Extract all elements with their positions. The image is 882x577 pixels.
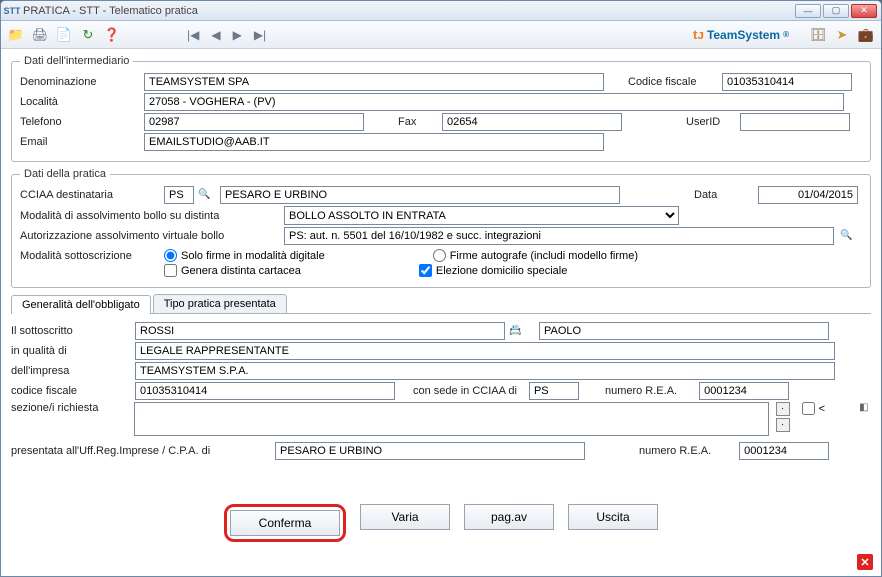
briefcase-icon[interactable]: 💼 xyxy=(857,26,875,44)
sede-label: con sede in CCIAA di xyxy=(413,385,517,397)
titlebar: STT PRATICA - STT - Telematico pratica —… xyxy=(1,1,881,21)
pratica-group: Dati della pratica CCIAA destinataria 🔍 … xyxy=(11,168,871,288)
record-nav: |◀ ◀ ▶ ▶| xyxy=(187,28,266,42)
cb-genera-cartacea[interactable]: Genera distinta cartacea xyxy=(164,264,301,277)
close-button[interactable]: ✕ xyxy=(851,4,877,18)
localita-label: Località xyxy=(20,96,140,108)
pagav-button[interactable]: pag.av xyxy=(464,504,554,530)
refresh-icon[interactable]: ↻ xyxy=(79,26,97,44)
close-panel-icon[interactable]: ✕ xyxy=(857,554,873,570)
userid-label: UserID xyxy=(686,116,736,128)
toolbar: 📁 🖨 📄 ↻ ❓ |◀ ◀ ▶ ▶| tᴊ TeamSystem® 🗄 ➤ 💼 xyxy=(1,21,881,49)
maximize-button[interactable]: ▢ xyxy=(823,4,849,18)
window-title: PRATICA - STT - Telematico pratica xyxy=(23,5,198,17)
cb-less-than[interactable]: < xyxy=(802,402,825,415)
telefono-field[interactable] xyxy=(144,113,364,131)
intermediario-legend: Dati dell'intermediario xyxy=(20,55,133,67)
window-buttons: — ▢ ✕ xyxy=(795,4,877,18)
localita-field[interactable] xyxy=(144,93,844,111)
fax-label: Fax xyxy=(398,116,438,128)
sezione-field[interactable] xyxy=(134,402,769,436)
qualita-label: in qualità di xyxy=(11,345,131,357)
pratica-legend: Dati della pratica xyxy=(20,168,110,180)
minimize-button[interactable]: — xyxy=(795,4,821,18)
tab-tipo-pratica[interactable]: Tipo pratica presentata xyxy=(153,294,287,313)
cf-label: codice fiscale xyxy=(11,385,131,397)
attach-icon[interactable]: ◧ xyxy=(859,402,871,414)
cf-field[interactable] xyxy=(135,382,395,400)
qualita-field[interactable] xyxy=(135,342,835,360)
sottoscr-label: Modalità sottoscrizione xyxy=(20,250,160,262)
varia-button[interactable]: Varia xyxy=(360,504,450,530)
content-area: Dati dell'intermediario Denominazione Co… xyxy=(1,49,881,576)
button-bar: Conferma Varia pag.av Uscita xyxy=(1,504,881,542)
data-field[interactable] xyxy=(758,186,858,204)
conferma-highlight: Conferma xyxy=(224,504,346,542)
codice-fiscale-field[interactable] xyxy=(722,73,852,91)
first-record-icon[interactable]: |◀ xyxy=(187,28,199,42)
presentata-label: presentata all'Uff.Reg.Imprese / C.P.A. … xyxy=(11,445,271,457)
app-icon: STT xyxy=(5,4,19,18)
sezione-label: sezione/i richiesta xyxy=(11,402,130,414)
telefono-label: Telefono xyxy=(20,116,140,128)
radio-autografe[interactable]: Firme autografe (includi modello firme) xyxy=(433,249,638,262)
cciaa-code-field[interactable] xyxy=(164,186,194,204)
tabpanel-generalita: Il sottoscritto 📇 in qualità di dell'imp… xyxy=(11,314,871,460)
teamsystem-glyph-icon: tᴊ xyxy=(693,27,704,42)
scroll-up-button[interactable]: · xyxy=(776,402,790,416)
email-label: Email xyxy=(20,136,140,148)
cb-elezione-domicilio[interactable]: Elezione domicilio speciale xyxy=(419,264,567,277)
tabs: Generalità dell'obbligato Tipo pratica p… xyxy=(11,294,871,314)
lookup-cciaa-icon[interactable]: 🔍 xyxy=(198,189,210,201)
numero-rea2-label: numero R.E.A. xyxy=(639,445,711,457)
impresa-field[interactable] xyxy=(135,362,835,380)
denominazione-field[interactable] xyxy=(144,73,604,91)
numero-rea-label: numero R.E.A. xyxy=(605,385,677,397)
nome-field[interactable] xyxy=(539,322,829,340)
intermediario-group: Dati dell'intermediario Denominazione Co… xyxy=(11,55,871,162)
cciaa-name-field[interactable] xyxy=(220,186,620,204)
uscita-button[interactable]: Uscita xyxy=(568,504,658,530)
next-record-icon[interactable]: ▶ xyxy=(233,28,242,42)
numero-rea-field[interactable] xyxy=(699,382,789,400)
copy-icon[interactable]: 📄 xyxy=(55,26,73,44)
export-icon[interactable]: ➤ xyxy=(833,26,851,44)
bollo-mod-select[interactable]: BOLLO ASSOLTO IN ENTRATA xyxy=(284,206,679,225)
data-label: Data xyxy=(694,189,734,201)
prev-record-icon[interactable]: ◀ xyxy=(211,28,220,42)
userid-field[interactable] xyxy=(740,113,850,131)
print-icon[interactable]: 🖨 xyxy=(31,26,49,44)
folder-icon[interactable]: 📁 xyxy=(7,26,25,44)
sede-cciaa-field[interactable] xyxy=(529,382,579,400)
impresa-label: dell'impresa xyxy=(11,365,131,377)
archive-icon[interactable]: 🗄 xyxy=(809,26,827,44)
email-field[interactable] xyxy=(144,133,604,151)
autor-field[interactable] xyxy=(284,227,834,245)
numero-rea2-field[interactable] xyxy=(739,442,829,460)
app-window: STT PRATICA - STT - Telematico pratica —… xyxy=(0,0,882,577)
scroll-down-button[interactable]: · xyxy=(776,418,790,432)
lookup-autor-icon[interactable]: 🔍 xyxy=(840,230,852,242)
radio-solo-digitale[interactable]: Solo firme in modalità digitale xyxy=(164,249,325,262)
autor-label: Autorizzazione assolvimento virtuale bol… xyxy=(20,230,280,242)
help-icon[interactable]: ❓ xyxy=(103,26,121,44)
presentata-field[interactable] xyxy=(275,442,585,460)
bollo-mod-label: Modalità di assolvimento bollo su distin… xyxy=(20,210,280,222)
conferma-button[interactable]: Conferma xyxy=(230,510,340,536)
cciaa-dest-label: CCIAA destinataria xyxy=(20,189,160,201)
tab-generalita[interactable]: Generalità dell'obbligato xyxy=(11,295,151,314)
teamsystem-logo: tᴊ TeamSystem® xyxy=(693,27,789,42)
lookup-persona-icon[interactable]: 📇 xyxy=(509,325,521,337)
cognome-field[interactable] xyxy=(135,322,505,340)
codice-fiscale-label: Codice fiscale xyxy=(628,76,718,88)
last-record-icon[interactable]: ▶| xyxy=(254,28,266,42)
sottoscritto-label: Il sottoscritto xyxy=(11,325,131,337)
denominazione-label: Denominazione xyxy=(20,76,140,88)
fax-field[interactable] xyxy=(442,113,622,131)
